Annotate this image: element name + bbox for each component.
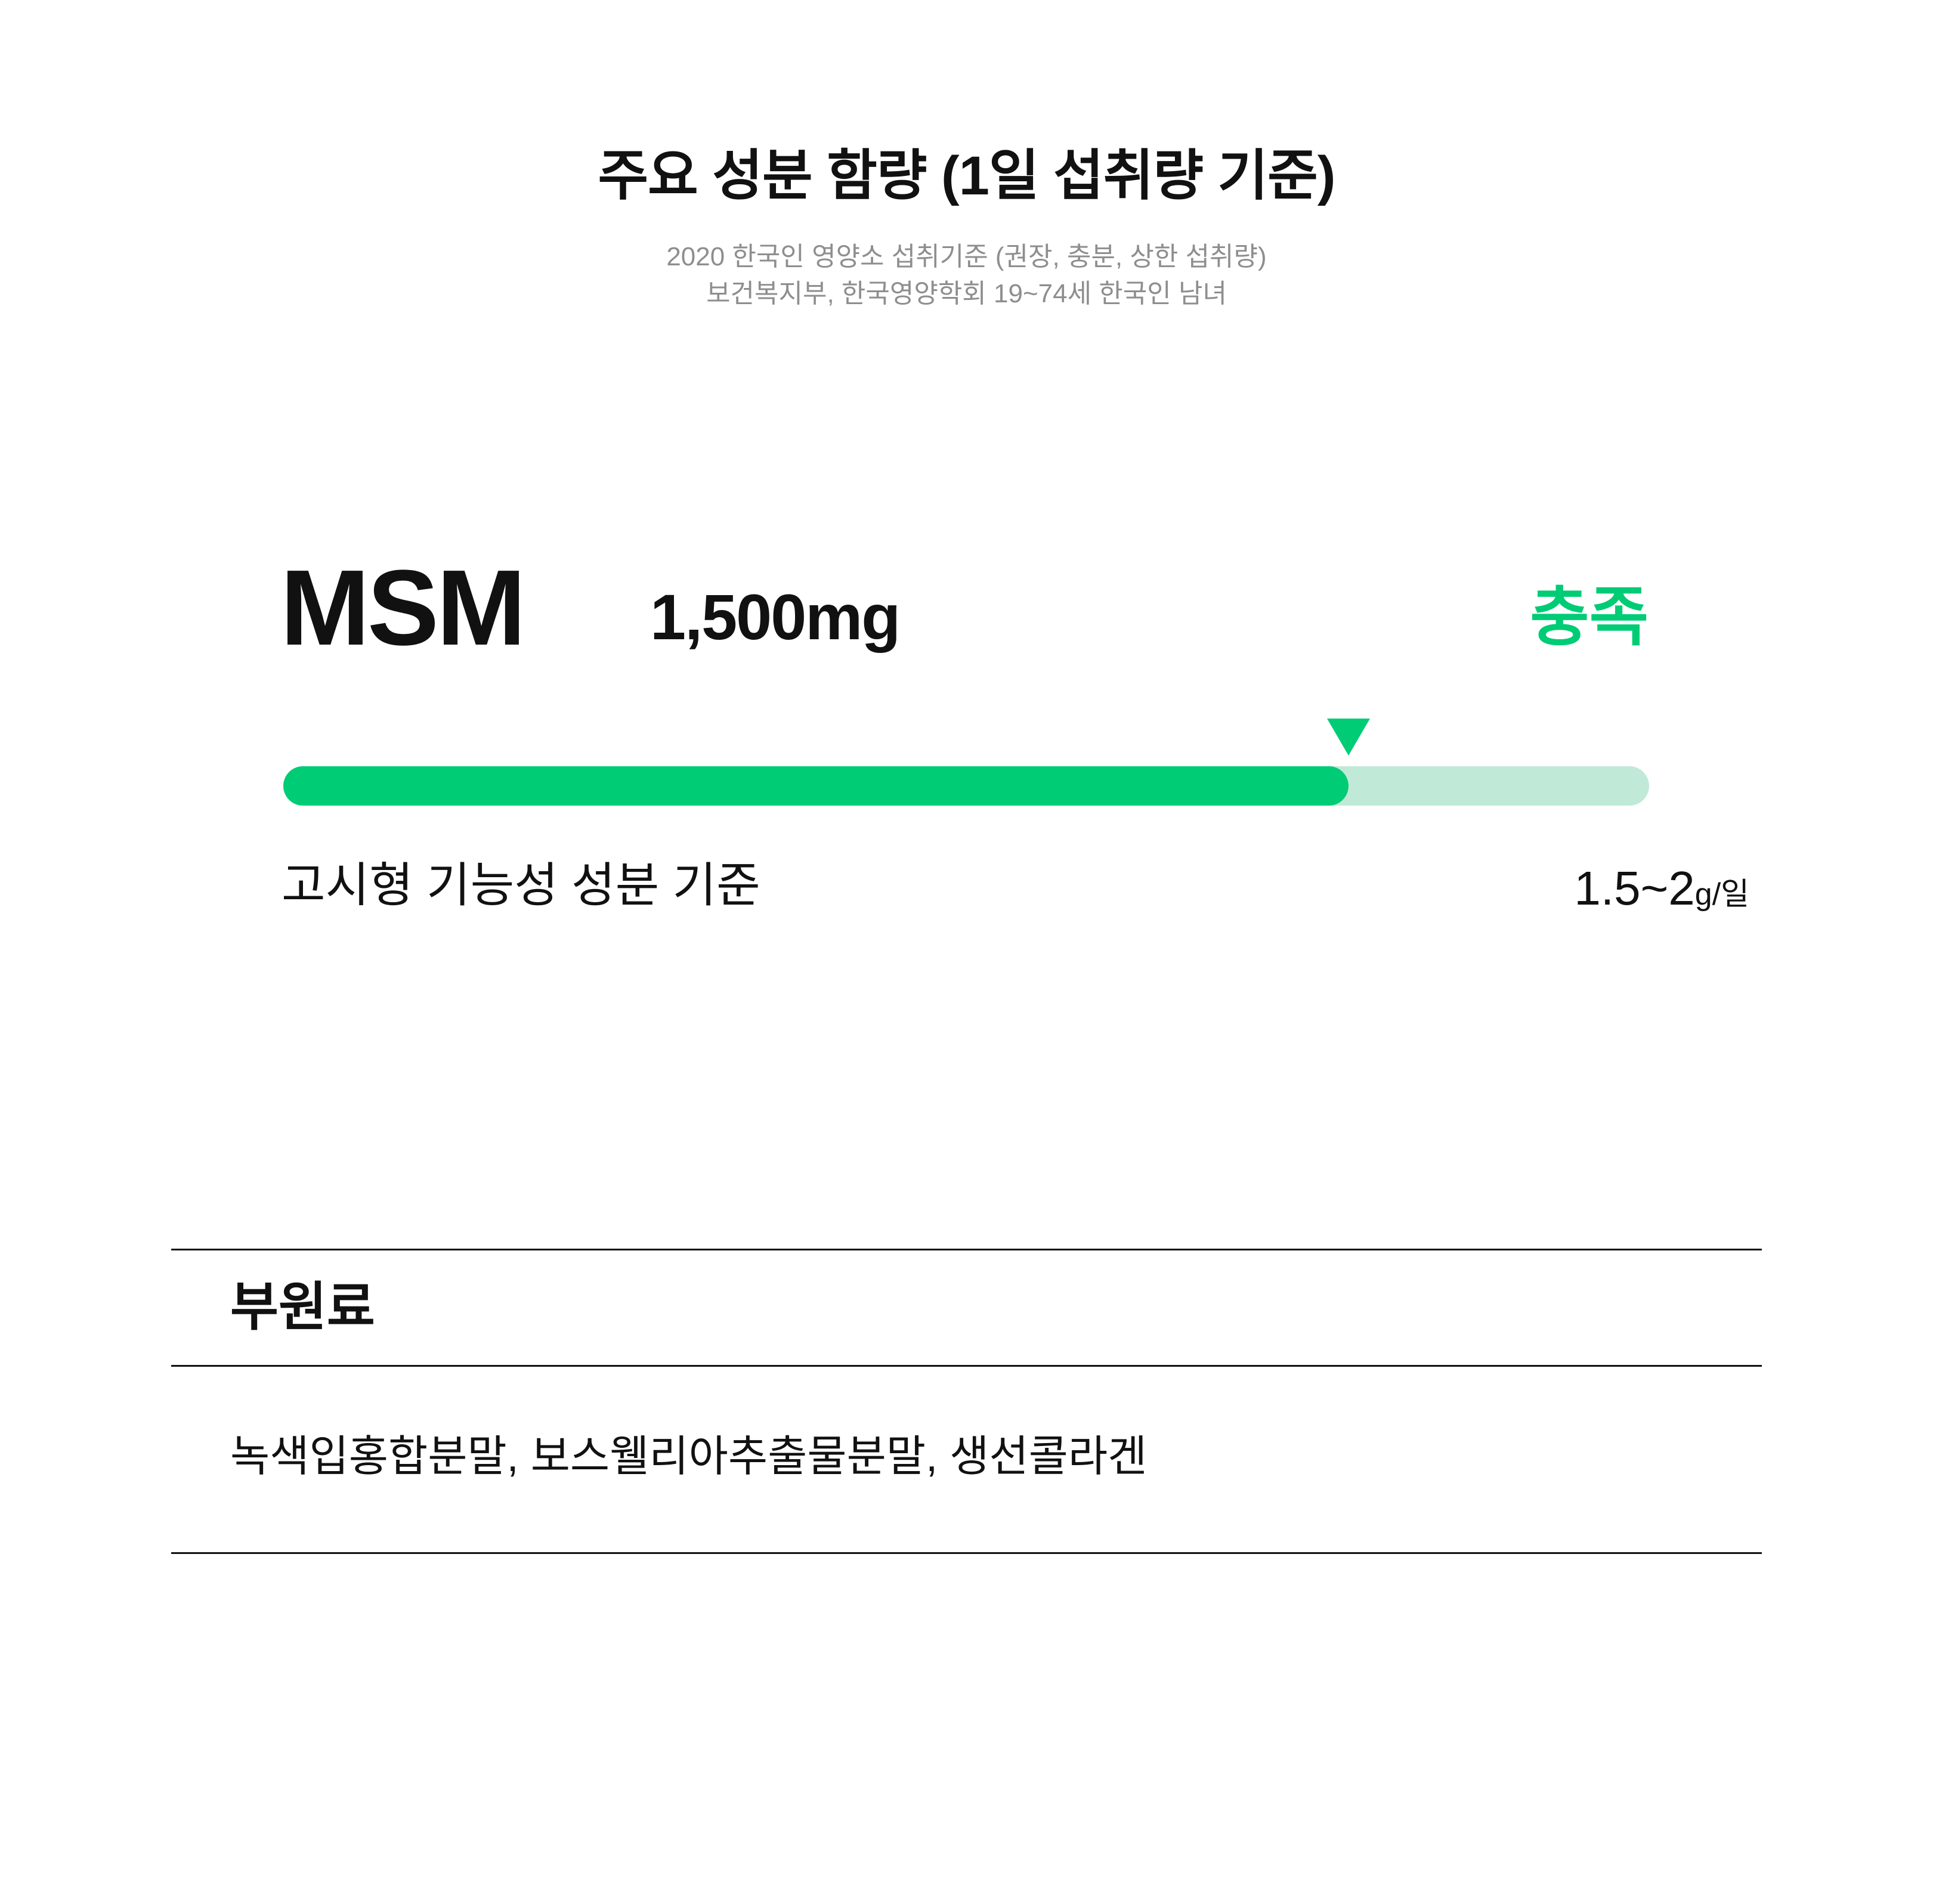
criteria-label: 고시형 기능성 성분 기준: [282, 859, 760, 912]
ingredient-amount: 1,500mg: [650, 581, 901, 653]
progress-marker-icon: [1327, 719, 1371, 756]
header: 주요 성분 함량 (1일 섭취량 기준) 2020 한국인 영양소 섭취기준 (…: [0, 143, 1933, 312]
subtitle-line-2: 보건복지부, 한국영양학회 19~74세 한국인 남녀: [706, 279, 1227, 308]
status-badge: 충족: [1530, 581, 1649, 653]
divider-middle: [171, 1365, 1762, 1367]
subtitle: 2020 한국인 영양소 섭취기준 (권장, 충분, 상한 섭취량) 보건복지부…: [0, 239, 1933, 312]
criteria-range: 1.5~2g/일: [1574, 859, 1749, 924]
page-title: 주요 성분 함량 (1일 섭취량 기준): [598, 145, 1336, 206]
criteria-range-value: 1.5~2: [1574, 862, 1695, 915]
sub-ingredients-content: 녹색입홍합분말, 보스웰리아추출물분말, 생선콜라겐: [230, 1433, 1148, 1481]
subtitle-line-1: 2020 한국인 영양소 섭취기준 (권장, 충분, 상한 섭취량): [666, 242, 1267, 271]
sub-ingredients-title: 부원료: [230, 1277, 375, 1336]
progress-bar: [283, 719, 1649, 806]
ingredient-name: MSM: [280, 548, 526, 668]
criteria-range-unit: g/일: [1694, 877, 1749, 912]
progress-bar-fill: [283, 766, 1349, 806]
divider-bottom: [171, 1552, 1762, 1554]
divider-top: [171, 1249, 1762, 1250]
